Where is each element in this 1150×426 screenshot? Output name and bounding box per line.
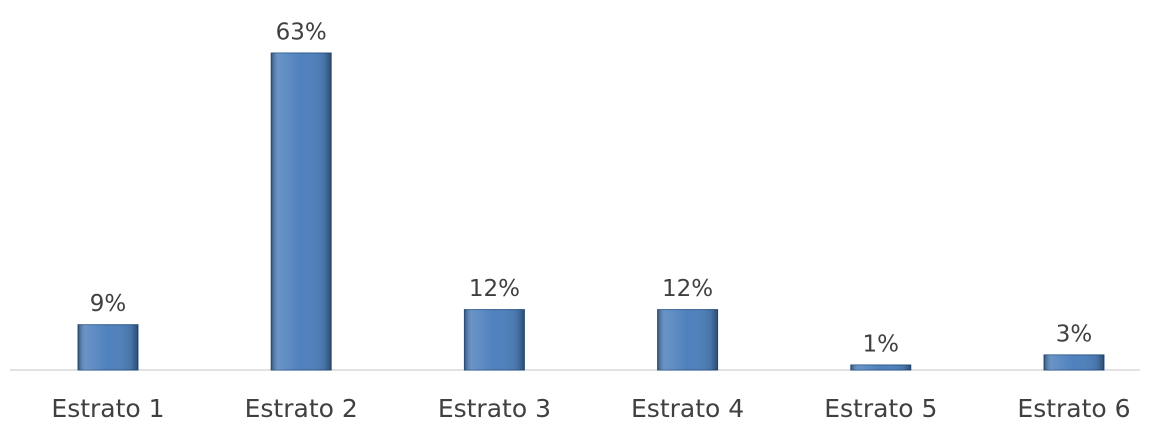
data-label: 1% [863, 331, 900, 357]
bar [1043, 354, 1105, 371]
x-tick-label: Estrato 6 [1017, 394, 1130, 423]
bar [77, 324, 139, 371]
x-tick-label: Estrato 1 [51, 394, 164, 423]
data-label: 12% [469, 276, 520, 302]
data-label: 9% [90, 291, 127, 317]
x-tick-label: Estrato 3 [438, 394, 551, 423]
data-label: 3% [1056, 321, 1093, 347]
bar [463, 309, 525, 371]
data-label: 12% [662, 276, 713, 302]
x-tick-label: Estrato 2 [245, 394, 358, 423]
x-tick-label: Estrato 5 [824, 394, 937, 423]
bar [270, 52, 332, 371]
bar [850, 364, 912, 371]
x-tick-label: Estrato 4 [631, 394, 744, 423]
data-label: 63% [276, 20, 327, 46]
bar [657, 309, 719, 371]
